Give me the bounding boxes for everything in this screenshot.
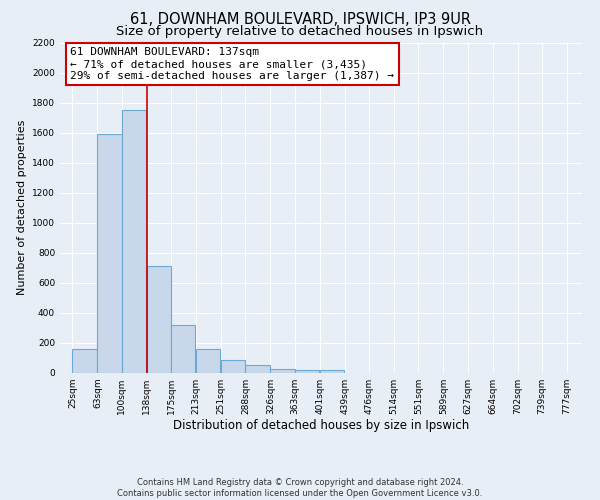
Bar — [320, 370, 344, 372]
X-axis label: Distribution of detached houses by size in Ipswich: Distribution of detached houses by size … — [173, 420, 469, 432]
Bar — [196, 348, 220, 372]
Text: Contains HM Land Registry data © Crown copyright and database right 2024.
Contai: Contains HM Land Registry data © Crown c… — [118, 478, 482, 498]
Bar — [245, 366, 270, 372]
Y-axis label: Number of detached properties: Number of detached properties — [17, 120, 26, 295]
Bar — [271, 369, 295, 372]
Bar — [221, 360, 245, 372]
Text: Size of property relative to detached houses in Ipswich: Size of property relative to detached ho… — [116, 25, 484, 38]
Bar — [171, 325, 196, 372]
Bar — [122, 110, 146, 372]
Text: 61, DOWNHAM BOULEVARD, IPSWICH, IP3 9UR: 61, DOWNHAM BOULEVARD, IPSWICH, IP3 9UR — [130, 12, 470, 28]
Bar — [147, 266, 171, 372]
Text: 61 DOWNHAM BOULEVARD: 137sqm
← 71% of detached houses are smaller (3,435)
29% of: 61 DOWNHAM BOULEVARD: 137sqm ← 71% of de… — [70, 48, 394, 80]
Bar — [73, 348, 97, 372]
Bar — [295, 370, 319, 372]
Bar — [97, 134, 122, 372]
